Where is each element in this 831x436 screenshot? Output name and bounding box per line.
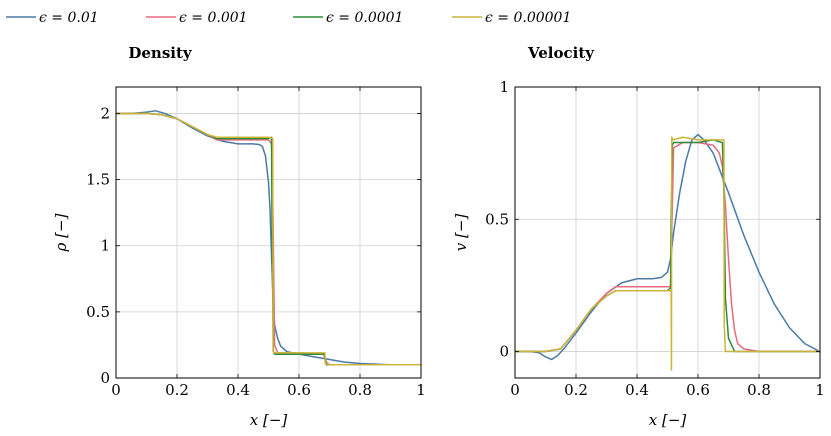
density-plot: Density 0 0.2 0.4 0.6 0.8 1 0 0.5 1 1.5 2 x [−] ρ [−] (52, 44, 426, 429)
series-line-3 (515, 139, 820, 353)
series-group (116, 110, 421, 366)
legend-item: ϵ = 0.0001 (293, 10, 403, 26)
x-tick-label: 0 (111, 381, 121, 399)
y-tick-label: 1 (499, 78, 509, 96)
axes-frame (115, 86, 422, 379)
x-axis-label: x [−] (250, 411, 288, 429)
series-line-1 (515, 133, 820, 361)
y-tick-label: 0 (100, 369, 110, 387)
x-tick-label: 0.2 (564, 381, 588, 399)
x-tick-label: 0.4 (625, 381, 649, 399)
y-tick-label: 0 (499, 343, 509, 361)
x-tick-label: 0.2 (165, 381, 189, 399)
x-tick-label: 1 (815, 381, 825, 399)
x-tick-label: 0.6 (287, 381, 311, 399)
legend-label: ϵ = 0.001 (179, 10, 248, 26)
y-tick-label: 1 (100, 237, 110, 255)
y-tick-label: 1.5 (86, 171, 110, 189)
series-line-3 (116, 112, 421, 366)
x-axis-label: x [−] (649, 411, 687, 429)
legend: ϵ = 0.01 ϵ = 0.001 ϵ = 0.0001 ϵ = 0.00001 (6, 10, 571, 26)
y-tick-label: 0.5 (86, 303, 110, 321)
x-tick-label: 0 (510, 381, 520, 399)
legend-item: ϵ = 0.001 (146, 10, 248, 26)
grid (514, 86, 821, 378)
chart-title: Velocity (527, 44, 595, 62)
x-tick-label: 0.8 (747, 381, 771, 399)
velocity-plot: Velocity 0 0.2 0.4 0.6 0.8 1 0 0.5 1 x [−] v [−] (452, 44, 825, 429)
legend-label: ϵ = 0.0001 (326, 10, 403, 26)
x-tick-label: 0.8 (348, 381, 372, 399)
grid (115, 87, 422, 379)
series-line-2 (116, 112, 421, 366)
legend-label: ϵ = 0.01 (39, 10, 99, 26)
y-tick-label: 0.5 (485, 210, 509, 228)
legend-label: ϵ = 0.00001 (485, 10, 571, 26)
x-tick-label: 0.6 (686, 381, 710, 399)
x-tick-label: 1 (416, 381, 426, 399)
series-line-4 (116, 112, 421, 366)
y-tick-label: 2 (100, 104, 110, 122)
y-axis-label: v [−] (452, 214, 470, 252)
series-group (515, 133, 820, 371)
series-line-2 (515, 141, 820, 353)
legend-item: ϵ = 0.00001 (452, 10, 571, 26)
axes-frame (514, 86, 821, 379)
chart-title: Density (128, 44, 193, 62)
y-axis-label: ρ [−] (52, 213, 70, 252)
series-line-4 (515, 136, 820, 371)
series-line-1 (116, 110, 421, 366)
legend-item: ϵ = 0.01 (6, 10, 99, 26)
x-tick-label: 0.4 (226, 381, 250, 399)
